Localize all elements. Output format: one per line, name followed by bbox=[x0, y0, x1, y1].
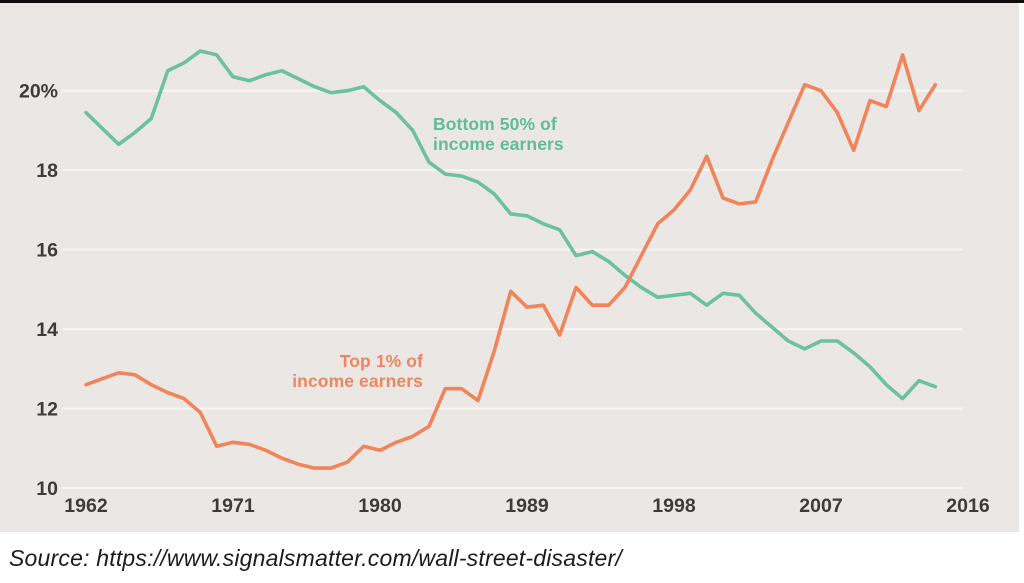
x-axis-tick-label: 1971 bbox=[211, 495, 255, 517]
y-axis-tick-label: 14 bbox=[36, 319, 58, 341]
series-label-bottom50: Bottom 50% of income earners bbox=[433, 114, 564, 154]
y-axis-tick-label: 18 bbox=[36, 160, 58, 182]
x-axis-tick-label: 1962 bbox=[64, 495, 108, 517]
line-series-bottom50 bbox=[84, 49, 938, 401]
x-axis-tick-label: 1980 bbox=[358, 495, 402, 517]
x-axis-tick-label: 1989 bbox=[505, 495, 549, 517]
x-axis-tick-label: 2007 bbox=[799, 495, 842, 517]
line-series-top1 bbox=[84, 53, 938, 470]
source-caption: Source: https://www.signalsmatter.com/wa… bbox=[9, 545, 622, 571]
y-axis-tick-label: 12 bbox=[36, 399, 58, 421]
y-axis-tick-label: 10 bbox=[36, 478, 58, 500]
y-axis-tick-label: 16 bbox=[36, 240, 58, 262]
series-label-top1: Top 1% of income earners bbox=[292, 351, 423, 391]
top-border bbox=[0, 0, 1024, 3]
x-axis-tick-label: 2016 bbox=[946, 495, 990, 517]
y-axis-tick-label: 20% bbox=[19, 81, 58, 103]
x-axis-tick-label: 1998 bbox=[652, 495, 696, 517]
